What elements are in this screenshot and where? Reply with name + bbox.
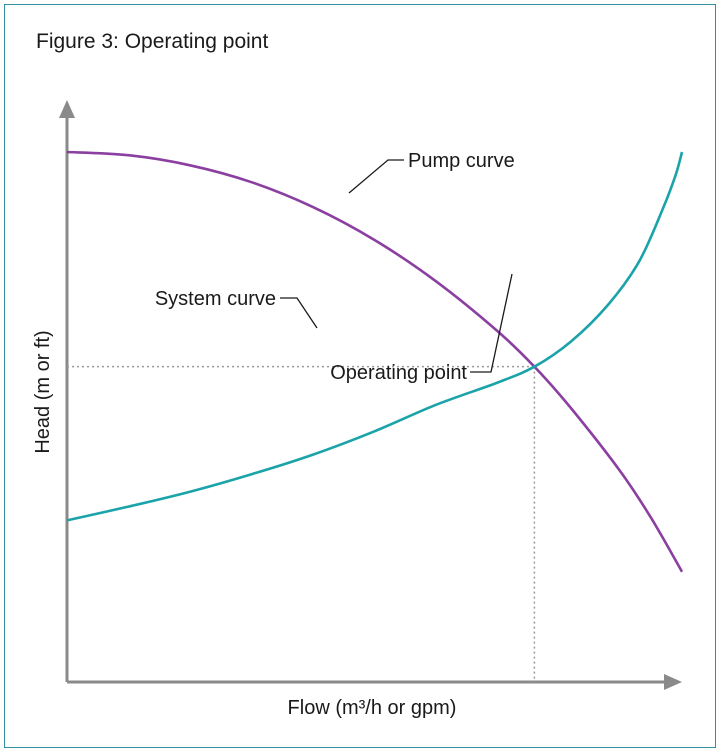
pump-curve-leader	[348, 159, 404, 194]
figure-border	[4, 4, 716, 748]
x-axis-arrow	[664, 674, 682, 690]
system-curve-leader	[280, 297, 318, 329]
system-curve-label: System curve	[155, 288, 276, 310]
system-curve	[66, 151, 684, 522]
pump-curve	[66, 150, 684, 573]
figure-title: Figure 3: Operating point	[36, 30, 269, 53]
x-axis-label: Flow (m³/h or gpm)	[288, 697, 457, 719]
y-axis-arrow	[59, 100, 75, 118]
operating-point-label: Operating point	[330, 362, 467, 384]
pump-curve-label: Pump curve	[408, 150, 515, 172]
y-axis-label: Head (m or ft)	[32, 330, 54, 453]
operating-point-leader	[470, 273, 513, 373]
